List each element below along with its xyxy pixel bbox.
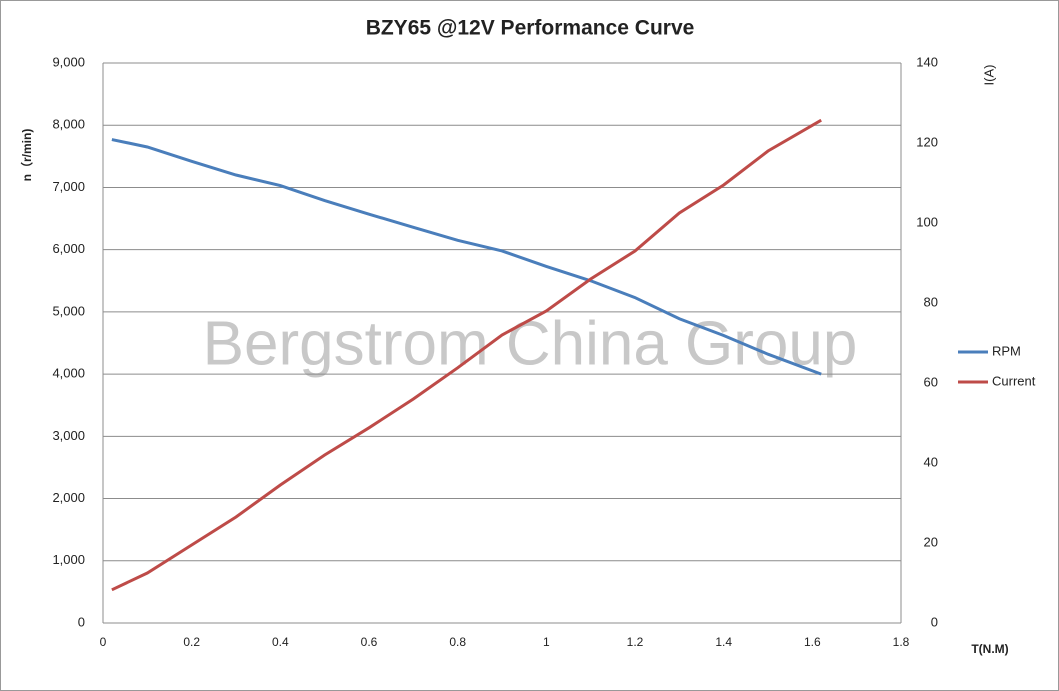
x-tick-label: 0.6 [361, 635, 378, 649]
legend-label: RPM [992, 343, 1021, 358]
x-tick-label: 1.4 [715, 635, 732, 649]
y2-tick-label: 80 [924, 294, 938, 309]
x-tick-label: 1 [543, 635, 550, 649]
x-axis-label: T(N.M) [971, 642, 1008, 656]
y2-tick-label: 40 [924, 454, 938, 469]
line-series [111, 138, 822, 376]
line-series [111, 118, 822, 592]
y2-axis-label: I(A) [981, 65, 996, 86]
y-tick-label: 1,000 [52, 552, 85, 567]
chart-title: BZY65 @12V Performance Curve [366, 17, 695, 40]
x-tick-label: 1.8 [893, 635, 910, 649]
y-tick-label: 0 [78, 614, 85, 629]
x-tick-label: 0 [100, 635, 107, 649]
y-tick-label: 3,000 [52, 428, 85, 443]
y2-tick-label: 60 [924, 374, 938, 389]
y-tick-label: 7,000 [52, 179, 85, 194]
y2-tick-label: 140 [916, 54, 938, 69]
x-tick-label: 1.6 [804, 635, 821, 649]
y2-tick-label: 20 [924, 534, 938, 549]
y-tick-label: 4,000 [52, 366, 85, 381]
y-tick-label: 5,000 [52, 303, 85, 318]
y-tick-label: 9,000 [52, 54, 85, 69]
y-tick-label: 2,000 [52, 490, 85, 505]
y2-tick-label: 120 [916, 134, 938, 149]
x-tick-label: 0.4 [272, 635, 289, 649]
x-tick-label: 0.2 [183, 635, 200, 649]
x-tick-label: 0.8 [449, 635, 466, 649]
legend-label: Current [992, 373, 1036, 388]
y2-tick-label: 0 [931, 614, 938, 629]
y-tick-label: 8,000 [52, 117, 85, 132]
x-tick-label: 1.2 [627, 635, 644, 649]
y2-tick-label: 100 [916, 214, 938, 229]
y-tick-label: 6,000 [52, 241, 85, 256]
y-axis-label: n（r/min) [19, 129, 34, 182]
